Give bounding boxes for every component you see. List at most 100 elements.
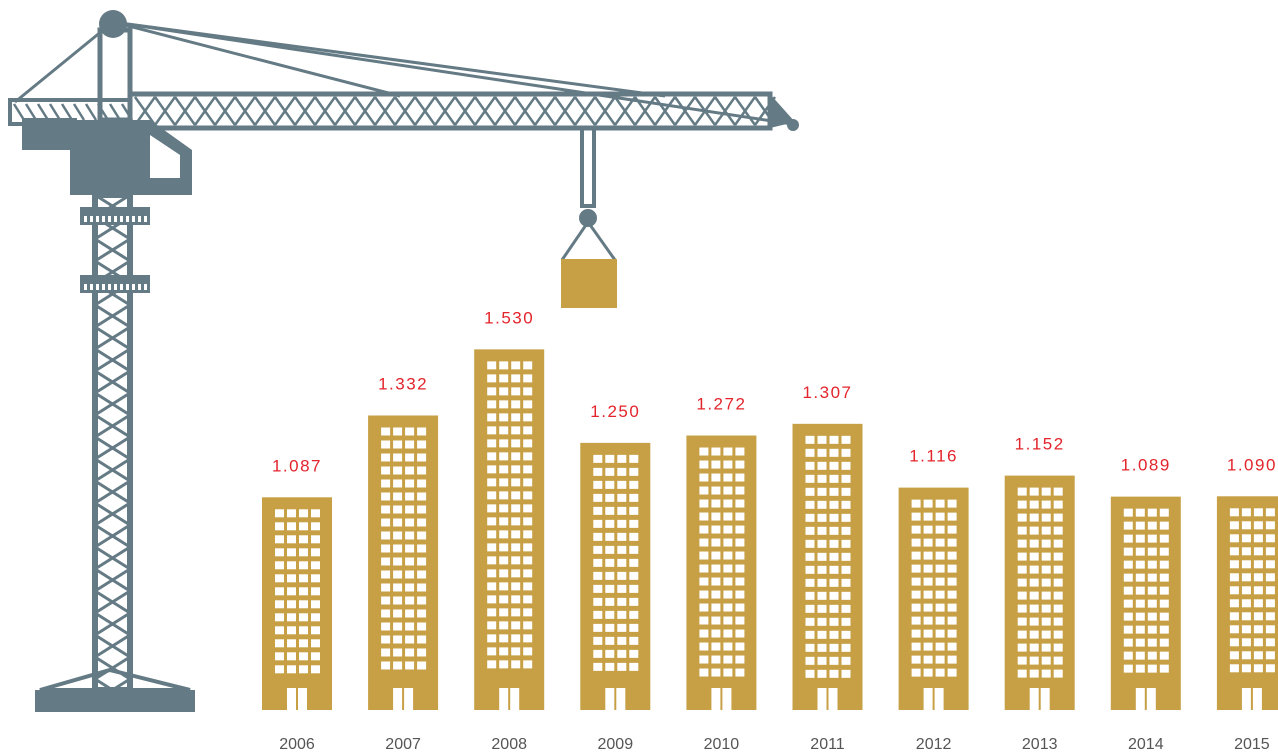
window: [1147, 508, 1157, 517]
window: [381, 596, 391, 605]
window: [381, 648, 391, 657]
window: [499, 426, 509, 435]
window: [381, 544, 391, 553]
window: [487, 465, 497, 474]
window: [499, 634, 509, 643]
window: [911, 538, 921, 547]
window: [393, 440, 403, 449]
window: [1229, 599, 1239, 608]
window: [405, 427, 415, 436]
window: [805, 500, 815, 509]
window: [1123, 521, 1133, 530]
window: [381, 557, 391, 566]
lattice: [153, 96, 177, 126]
window: [1241, 573, 1251, 582]
window: [1265, 560, 1275, 569]
window: [817, 526, 827, 535]
window: [487, 556, 497, 565]
window: [1029, 656, 1039, 665]
window: [311, 652, 320, 661]
window: [499, 439, 509, 448]
window: [417, 505, 427, 514]
cable: [112, 20, 793, 126]
window: [1147, 664, 1157, 673]
window: [711, 551, 721, 560]
x-tick-label: 2012: [916, 736, 952, 753]
window: [1041, 643, 1051, 652]
window: [841, 669, 851, 678]
cable: [112, 20, 401, 98]
window: [417, 661, 427, 670]
window: [311, 665, 320, 674]
window: [299, 574, 308, 583]
window: [735, 512, 745, 521]
window: [911, 668, 921, 677]
window: [287, 561, 296, 570]
window: [511, 634, 521, 643]
window: [711, 577, 721, 586]
window: [911, 564, 921, 573]
window: [605, 519, 615, 528]
lattice: [94, 215, 131, 241]
bar: [262, 497, 332, 710]
window: [723, 564, 733, 573]
window: [1029, 500, 1039, 509]
window: [1135, 664, 1145, 673]
window: [605, 480, 615, 489]
window: [911, 655, 921, 664]
window: [299, 639, 308, 648]
window: [1229, 508, 1239, 517]
window: [817, 565, 827, 574]
window: [829, 435, 839, 444]
window: [1017, 630, 1027, 639]
window: [723, 551, 733, 560]
window: [817, 448, 827, 457]
window: [1147, 625, 1157, 634]
window: [617, 662, 627, 671]
lattice: [36, 103, 50, 121]
window: [499, 400, 509, 409]
window: [1041, 565, 1051, 574]
x-tick-label: 2008: [491, 736, 527, 753]
window: [287, 652, 296, 661]
window: [1147, 521, 1157, 530]
window: [499, 556, 509, 565]
window: [841, 630, 851, 639]
window: [817, 461, 827, 470]
window: [817, 604, 827, 613]
window: [1041, 604, 1051, 613]
lattice: [293, 96, 317, 126]
window: [711, 512, 721, 521]
window: [511, 426, 521, 435]
window: [499, 530, 509, 539]
window: [923, 629, 933, 638]
window: [593, 519, 603, 528]
window: [841, 474, 851, 483]
window: [417, 609, 427, 618]
sling: [586, 221, 617, 261]
window: [499, 582, 509, 591]
window: [805, 487, 815, 496]
window: [617, 623, 627, 632]
lattice: [253, 96, 277, 126]
lattice: [94, 611, 131, 637]
window: [947, 603, 957, 612]
window: [1053, 643, 1063, 652]
window: [511, 543, 521, 552]
lattice: [453, 96, 477, 126]
window: [1229, 625, 1239, 634]
window: [605, 532, 615, 541]
window: [1265, 521, 1275, 530]
window: [911, 642, 921, 651]
window: [393, 622, 403, 631]
window: [617, 649, 627, 658]
window: [829, 578, 839, 587]
lattice: [94, 369, 131, 395]
window: [299, 548, 308, 557]
window: [511, 530, 521, 539]
window: [405, 596, 415, 605]
window: [923, 525, 933, 534]
window: [1041, 526, 1051, 535]
window: [617, 558, 627, 567]
